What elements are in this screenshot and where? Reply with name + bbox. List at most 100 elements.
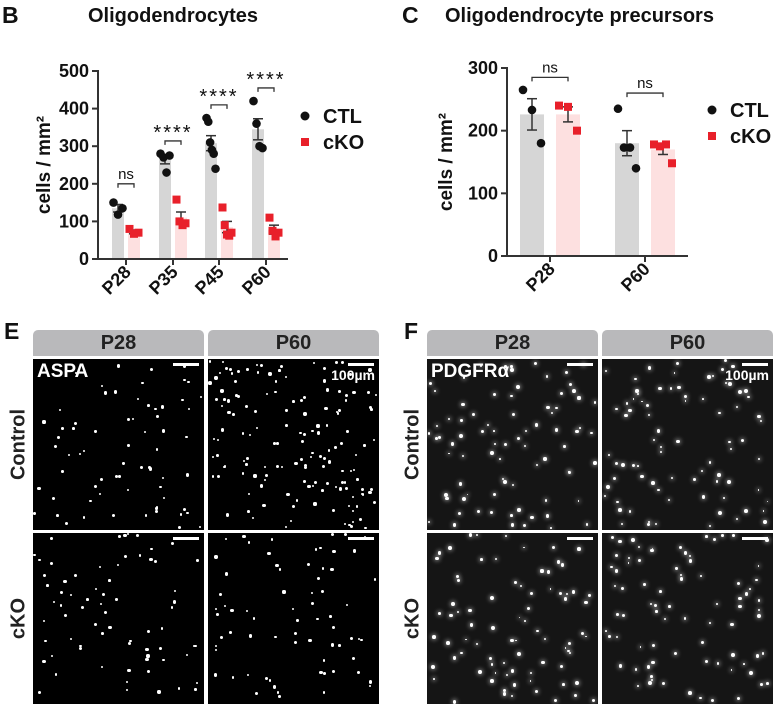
cell-signal xyxy=(146,669,150,673)
cell-signal xyxy=(529,672,532,675)
cell-signal xyxy=(560,563,565,567)
cell-signal xyxy=(245,610,248,613)
data-point-ctl xyxy=(211,164,220,174)
cell-signal xyxy=(360,492,364,496)
x-tick-label: P35 xyxy=(145,262,182,299)
cell-signal xyxy=(677,385,681,390)
cell-signal xyxy=(693,478,696,482)
cell-signal xyxy=(762,509,765,512)
cell-signal xyxy=(760,683,763,687)
cell-signal xyxy=(605,630,608,633)
cell-signal xyxy=(344,486,348,490)
cell-signal xyxy=(526,606,531,611)
cell-signal xyxy=(279,364,283,368)
scale-bar xyxy=(567,363,593,366)
data-point-ctl xyxy=(536,138,546,148)
cell-signal xyxy=(356,478,359,481)
cell-signal xyxy=(155,507,158,510)
cell-signal xyxy=(159,647,163,651)
cell-signal xyxy=(230,372,233,375)
cell-signal xyxy=(160,627,164,630)
cell-signal xyxy=(358,637,361,640)
cell-signal xyxy=(536,629,539,633)
cell-signal xyxy=(652,438,656,442)
cell-signal xyxy=(274,380,278,383)
cell-signal xyxy=(536,463,539,466)
cell-signal xyxy=(568,383,573,387)
cell-signal xyxy=(69,637,72,640)
cell-signal xyxy=(194,688,197,691)
cell-signal xyxy=(503,480,507,484)
data-point-ctl xyxy=(631,163,641,173)
cell-signal xyxy=(648,681,652,685)
cell-signal xyxy=(506,673,509,677)
cell-signal xyxy=(533,361,537,365)
cell-signal xyxy=(113,390,118,394)
y-tick-label: 0 xyxy=(488,246,498,266)
cell-signal xyxy=(738,390,743,395)
cell-signal xyxy=(79,646,83,650)
cell-signal xyxy=(331,508,335,512)
cell-signal xyxy=(743,663,745,665)
cell-signal xyxy=(716,662,719,665)
cell-signal xyxy=(540,569,544,573)
cell-signal xyxy=(490,663,494,666)
cell-signal xyxy=(321,566,325,570)
cell-signal xyxy=(678,545,683,550)
cell-signal xyxy=(361,488,365,492)
cell-signal xyxy=(322,456,326,460)
cell-signal xyxy=(673,371,676,374)
cell-signal xyxy=(766,500,769,503)
cell-signal xyxy=(155,448,158,451)
y-tick-label: 400 xyxy=(59,99,89,119)
cell-signal xyxy=(478,670,482,675)
cell-signal xyxy=(715,602,718,605)
cell-signal xyxy=(149,557,153,562)
cell-signal xyxy=(330,567,334,572)
cell-signal xyxy=(177,525,182,530)
significance-bracket xyxy=(164,140,182,145)
cell-signal xyxy=(103,610,107,614)
cell-signal xyxy=(256,371,260,374)
x-tick-label: P45 xyxy=(191,262,228,299)
cell-signal xyxy=(56,513,60,517)
cell-signal xyxy=(563,445,566,448)
cell-signal xyxy=(214,649,217,652)
cell-signal xyxy=(492,492,497,497)
cell-signal xyxy=(173,589,177,592)
data-point-ctl xyxy=(527,105,537,115)
cell-signal xyxy=(673,652,677,656)
cell-signal xyxy=(85,598,89,601)
y-tick-label: 200 xyxy=(59,174,89,194)
cell-signal xyxy=(292,608,295,611)
cell-signal xyxy=(634,668,638,672)
cell-signal xyxy=(480,429,484,433)
cell-signal xyxy=(317,577,321,581)
cell-signal xyxy=(59,603,63,607)
cell-signal xyxy=(44,639,47,643)
data-point-ctl xyxy=(625,143,635,152)
cell-signal xyxy=(684,395,688,399)
cell-signal xyxy=(744,592,749,596)
cell-signal xyxy=(457,579,460,583)
cell-signal xyxy=(327,460,331,464)
cell-signal xyxy=(455,574,459,578)
cell-signal xyxy=(248,434,251,437)
cell-signal xyxy=(735,518,738,521)
cell-signal xyxy=(701,470,704,473)
cell-signal xyxy=(615,635,619,639)
cell-signal xyxy=(738,605,742,609)
scale-bar xyxy=(348,363,374,366)
cell-signal xyxy=(604,369,607,372)
cell-signal xyxy=(332,670,336,674)
cell-signal xyxy=(161,429,165,433)
significance-bracket xyxy=(257,87,275,92)
cell-signal xyxy=(614,569,619,573)
cell-signal xyxy=(33,512,37,516)
cell-signal xyxy=(296,619,299,623)
cell-signal xyxy=(338,644,341,647)
significance-bracket xyxy=(117,183,135,188)
cell-signal xyxy=(144,514,148,517)
row-label-cko: cKO xyxy=(7,597,30,640)
cell-signal xyxy=(216,475,221,479)
